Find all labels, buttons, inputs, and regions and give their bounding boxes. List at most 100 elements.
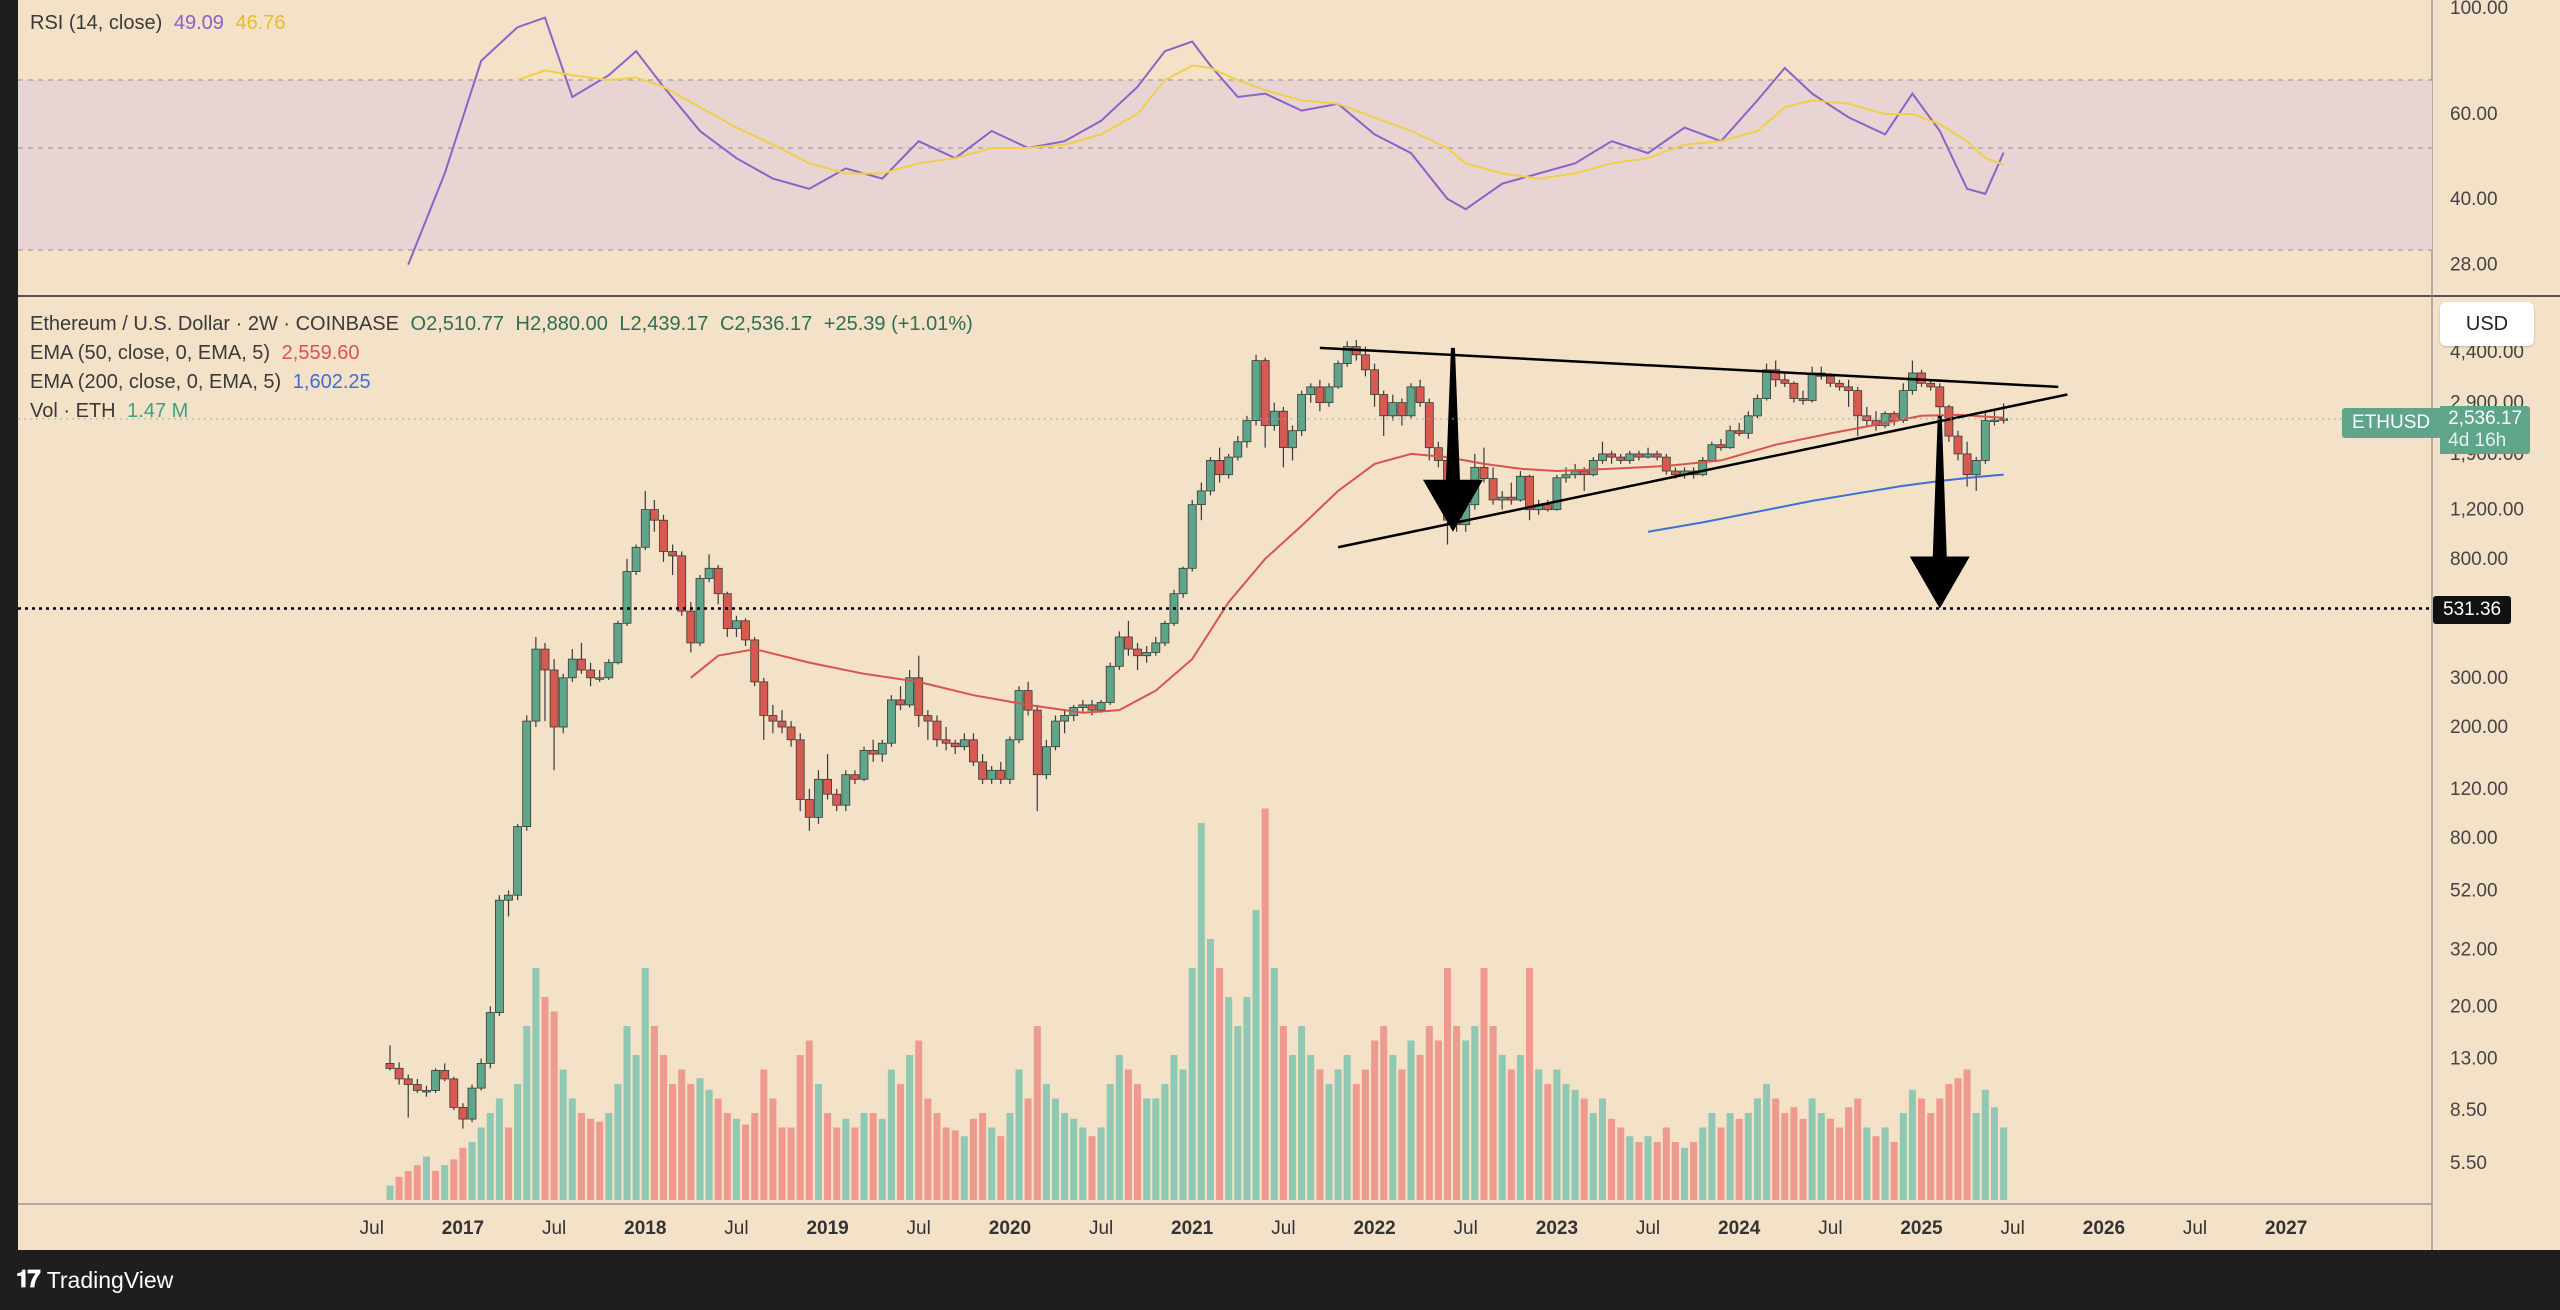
volume-bar — [1298, 1026, 1306, 1200]
volume-bar — [1407, 1040, 1415, 1200]
time-tick-label: 2019 — [806, 1218, 848, 1239]
time-tick-label: 2022 — [1353, 1218, 1395, 1239]
volume-bar — [1179, 1069, 1187, 1200]
volume-bar — [1380, 1026, 1388, 1200]
volume-bar — [1717, 1127, 1725, 1200]
volume-bar — [824, 1113, 832, 1200]
candle-body — [467, 1087, 477, 1120]
volume-bar — [1890, 1142, 1898, 1200]
ema200-line — [1647, 473, 2004, 533]
candle-body — [978, 761, 987, 780]
volume-bar — [960, 1136, 968, 1200]
candle-body — [431, 1070, 441, 1091]
candle-body — [1324, 386, 1334, 403]
volume-bar — [1006, 1113, 1014, 1200]
ema50-label[interactable]: EMA (50, close, 0, EMA, 5) — [30, 342, 271, 364]
volume-bar — [1772, 1098, 1780, 1200]
volume-bar — [1644, 1136, 1652, 1200]
volume-bar — [1708, 1113, 1716, 1200]
volume-bar — [924, 1098, 932, 1200]
volume-bar — [1690, 1142, 1698, 1200]
candle-body — [741, 620, 750, 641]
volume-bar — [1599, 1098, 1606, 1200]
candle-body — [531, 648, 541, 722]
candle-body — [1999, 418, 2008, 421]
volume-bar — [404, 1171, 412, 1200]
volume-bar — [477, 1127, 485, 1200]
candle-body — [1333, 363, 1343, 388]
candle-body — [1853, 390, 1863, 417]
candle-body — [1971, 459, 1981, 476]
volume-bar — [1070, 1118, 1078, 1200]
volume-bar — [705, 1089, 713, 1200]
tradingview-logo[interactable]: 𝟏𝟕 TradingView — [16, 1266, 173, 1294]
time-tick-label: Jul — [1636, 1218, 1660, 1239]
candle-body — [1707, 444, 1717, 461]
volume-bar — [650, 1026, 658, 1200]
volume-bar — [2000, 1127, 2008, 1200]
volume-bar — [1544, 1084, 1552, 1200]
candle-body — [1297, 394, 1306, 432]
volume-bar — [605, 1113, 613, 1200]
candle-body — [686, 610, 696, 644]
candle-body — [1643, 453, 1653, 458]
price-badge-symbol: ETHUSD — [2342, 408, 2441, 438]
volume-bar — [1416, 1055, 1424, 1200]
candle-body — [1005, 739, 1015, 780]
volume-bar — [468, 1142, 476, 1200]
price-badge-countdown: 4d 16h — [2448, 430, 2507, 451]
price-tick-label: 5.50 — [2450, 1153, 2487, 1174]
symbol-title[interactable]: Ethereum / U.S. Dollar · 2W · COINBASE — [30, 313, 399, 335]
candle-body — [1625, 453, 1635, 461]
volume-bar — [1161, 1084, 1169, 1200]
volume-bar — [1143, 1098, 1151, 1200]
candle-body — [403, 1078, 413, 1085]
candle-body — [1661, 456, 1671, 472]
candle-body — [513, 826, 522, 896]
volume-bar — [1389, 1055, 1397, 1200]
volume-bar — [514, 1084, 522, 1200]
candle-body — [987, 769, 997, 780]
volume-bar — [878, 1118, 886, 1200]
main-legend: Ethereum / U.S. Dollar · 2W · COINBASE O… — [30, 310, 979, 426]
candle-body — [1315, 386, 1325, 403]
volume-bar — [1972, 1113, 1980, 1200]
candle-body — [804, 799, 814, 818]
volume-bar — [1270, 968, 1278, 1200]
candle-body — [1570, 470, 1580, 476]
volume-bar — [1753, 1098, 1761, 1200]
candle-body — [1260, 360, 1270, 427]
currency-button[interactable]: USD — [2440, 302, 2534, 346]
volume-bar — [1234, 1026, 1242, 1200]
price-tick-label: 120.00 — [2450, 779, 2508, 800]
time-tick-label: Jul — [542, 1218, 566, 1239]
ohlc-high: H2,880.00 — [515, 313, 608, 335]
candle-body — [1898, 390, 1908, 421]
candle-body — [750, 639, 760, 683]
volume-bar — [632, 1055, 640, 1200]
candle-body — [1807, 372, 1817, 401]
candle-body — [768, 715, 778, 722]
volume-bar — [796, 1055, 804, 1200]
time-tick-label: Jul — [2183, 1218, 2207, 1239]
volume-bar — [1826, 1118, 1834, 1200]
price-tick-label: 8.50 — [2450, 1100, 2487, 1121]
time-tick-label: Jul — [1818, 1218, 1842, 1239]
volume-bar — [1671, 1142, 1679, 1200]
candle-body — [1634, 453, 1644, 458]
candle-body — [1908, 372, 1917, 392]
volume-bar — [1954, 1078, 1962, 1200]
ema200-label[interactable]: EMA (200, close, 0, EMA, 5) — [30, 371, 282, 393]
ohlc-low: L2,439.17 — [619, 313, 709, 335]
candle-body — [567, 658, 577, 679]
volume-bar — [1681, 1147, 1688, 1200]
volume-bar — [1188, 968, 1196, 1200]
candle-body — [558, 677, 568, 728]
volume-bar — [1052, 1098, 1059, 1200]
volume-label[interactable]: Vol · ETH — [30, 400, 116, 422]
left-border — [0, 0, 18, 1250]
candle-body — [659, 519, 668, 552]
candle-body — [695, 578, 705, 644]
